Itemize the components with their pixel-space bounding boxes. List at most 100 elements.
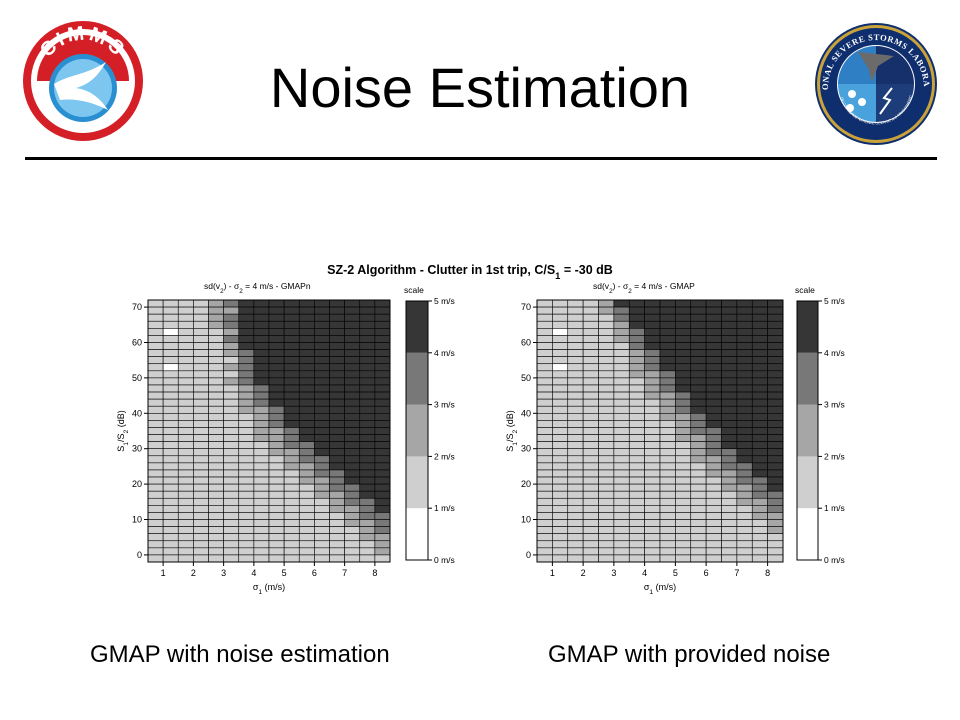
heatmap-cell [598,349,615,357]
heatmap-cell [659,377,676,386]
heatmap-cell [705,377,722,386]
heatmap-cell [675,547,692,556]
heatmap-cell [359,497,376,506]
heatmap-cell [253,299,270,308]
heatmap-cell [628,420,645,428]
heatmap-cell [613,349,630,357]
heatmap-cell [598,398,615,407]
heatmap-cell [344,497,361,506]
heatmap-cell [344,533,361,542]
heatmap-cell [177,497,194,506]
heatmap-cell [344,398,361,407]
heatmap-cell [147,490,164,499]
heatmap-cell [736,476,753,485]
heatmap-cell [705,398,722,407]
heatmap-cell [298,540,315,549]
heatmap-cell [736,455,753,464]
heatmap-cell [223,412,240,421]
heatmap-cell [238,370,255,379]
heatmap-cell [359,476,376,485]
heatmap-cell [598,328,615,336]
heatmap-cell [567,306,584,315]
heatmap-cell [344,320,361,329]
heatmap-cell [147,398,164,407]
heatmap-cell [283,320,300,329]
heatmap-cell [193,384,209,393]
heatmap-cell [721,547,738,556]
heatmap-cell [238,441,255,449]
heatmap-cell [238,313,255,322]
heatmap-cell [751,420,768,428]
heatmap-cell [567,405,584,414]
title-divider [25,157,937,160]
heatmap-cell [736,356,753,365]
heatmap-cell [344,420,361,428]
y-tick-label: 10 [521,515,531,525]
heatmap-cell [253,526,270,534]
heatmap-cell [721,497,738,506]
heatmap-cell [298,342,315,350]
heatmap-cell [659,349,676,357]
x-tick-label: 1 [550,568,555,578]
heatmap-cell [552,497,569,506]
y-tick-label: 60 [521,337,531,347]
heatmap-cell [751,363,768,372]
heatmap-cell [613,370,630,379]
heatmap-cell [675,398,692,407]
heatmap-cell [314,441,330,449]
heatmap-cell [162,349,179,357]
heatmap-cell [613,313,630,322]
heatmap-cell [552,313,569,322]
heatmap-cell [208,505,224,513]
heatmap-cell [329,469,345,478]
panel-title: sd(v2) - σ2 = 4 m/s - GMAPn [204,281,311,295]
heatmap-cell [659,320,676,329]
heatmap-cell [644,377,661,386]
heatmap-cell [582,434,599,442]
x-tick-label: 4 [251,568,256,578]
y-tick-label: 30 [521,444,531,454]
heatmap-cell [767,313,784,322]
heatmap-cell [767,462,784,471]
heatmap-cell [659,398,676,407]
heatmap-cell [751,469,768,478]
heatmap-cell [238,505,255,513]
heatmap-cell [193,370,209,379]
heatmap-cell [659,490,676,499]
heatmap-cell [162,342,179,350]
heatmap-cell [536,349,553,357]
heatmap-cell [268,349,285,357]
heatmap-cell [536,363,553,372]
heatmap-cell [147,313,164,322]
heatmap-cell [567,526,584,534]
heatmap-cell [374,377,391,386]
heatmap-cell [344,512,361,520]
heatmap-cell [193,547,209,556]
heatmap-cell [767,299,784,308]
heatmap-cell [147,554,164,563]
heatmap-cell [552,526,569,534]
heatmap-cell [359,313,376,322]
heatmap-cell [659,313,676,322]
heatmap-cell [598,483,615,492]
heatmap-cell [567,377,584,386]
heatmap-cell [223,547,240,556]
heatmap-cell [567,469,584,478]
heatmap-cell [162,420,179,428]
heatmap-cell [374,335,391,343]
heatmap-cell [705,328,722,336]
heatmap-cell [536,462,553,471]
heatmap-cell [690,370,707,379]
heatmap-cell [238,335,255,343]
heatmap-cell [536,434,553,442]
heatmap-cell [374,384,391,393]
heatmap-cell [659,483,676,492]
heatmap-cell [567,540,584,549]
heatmap-cell [374,483,391,492]
heatmap-cell [690,391,707,400]
heatmap-cell [567,342,584,350]
heatmap-cell [193,497,209,506]
heatmap-cell [721,391,738,400]
heatmap-cell [193,505,209,513]
x-tick-label: 3 [221,568,226,578]
